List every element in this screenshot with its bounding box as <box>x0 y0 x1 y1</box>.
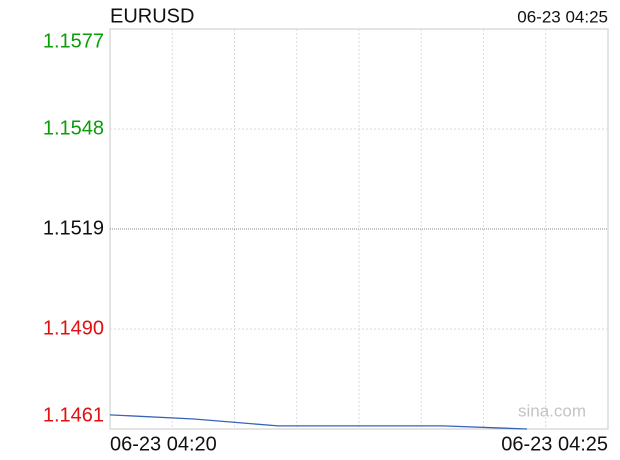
chart-title: EURUSD <box>110 5 194 27</box>
y-tick-label: 1.1461 <box>43 404 104 426</box>
y-tick-label: 1.1577 <box>43 30 104 52</box>
y-tick-label: 1.1519 <box>43 217 104 239</box>
price-line <box>109 414 528 430</box>
y-tick-label: 1.1490 <box>43 317 104 339</box>
x-tick-label: 06-23 04:20 <box>110 433 217 455</box>
x-tick-label: 06-23 04:25 <box>501 433 608 455</box>
y-tick-label: 1.1548 <box>43 117 104 139</box>
watermark: sina.com <box>518 401 586 420</box>
timestamp: 06-23 04:25 <box>517 7 608 26</box>
